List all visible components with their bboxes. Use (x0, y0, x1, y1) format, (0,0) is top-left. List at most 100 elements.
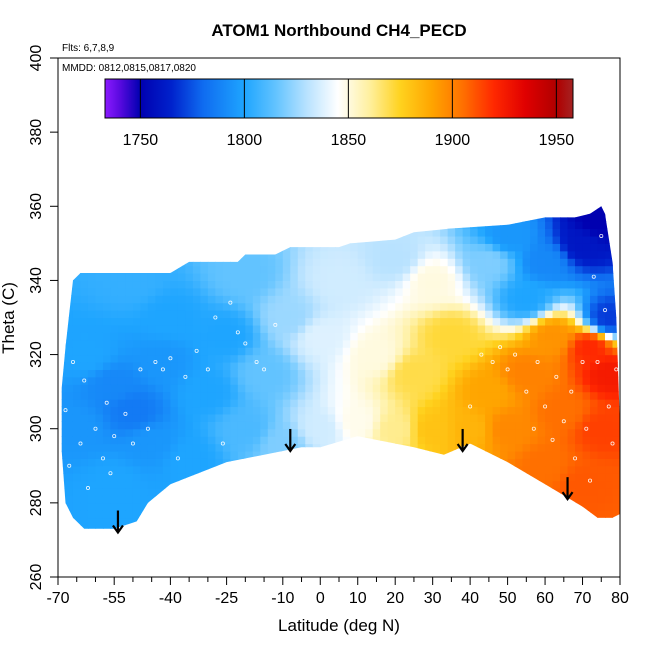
heatmap-cell (462, 421, 471, 430)
heatmap-cell (410, 243, 419, 252)
heatmap-cell (500, 228, 509, 237)
heatmap-cell (162, 361, 171, 370)
heatmap-cell (402, 361, 411, 370)
heatmap-cell (155, 517, 164, 526)
heatmap-cell (267, 458, 276, 467)
y-tick-label: 340 (28, 267, 45, 294)
heatmap-cell (402, 265, 411, 274)
heatmap-cell (365, 399, 374, 408)
heatmap-cell (155, 250, 164, 259)
heatmap-cell (372, 495, 381, 504)
heatmap-cell (102, 502, 112, 511)
heatmap-cell (297, 525, 306, 529)
heatmap-cell (567, 428, 576, 437)
heatmap-cell (440, 391, 449, 400)
heatmap-cell (582, 525, 591, 529)
heatmap-cell (102, 525, 112, 529)
heatmap-cell (290, 324, 299, 333)
heatmap-cell (320, 369, 329, 378)
heatmap-cell (462, 258, 471, 267)
heatmap-cell (447, 302, 456, 311)
heatmap-cell (538, 533, 546, 541)
heatmap-cell (387, 354, 396, 363)
sample-point (130, 441, 135, 446)
heatmap-cell (170, 295, 179, 304)
heatmap-cell (162, 273, 171, 282)
heatmap-cell (267, 287, 276, 296)
heatmap-cell (515, 458, 524, 467)
heatmap-cell (260, 339, 269, 348)
heatmap-cell (575, 310, 584, 319)
heatmap-cell (102, 384, 112, 393)
heatmap-cell (102, 517, 112, 526)
heatmap-cell (545, 243, 554, 252)
heatmap-cell (170, 235, 179, 244)
heatmap-cell (162, 421, 171, 430)
heatmap-cell (350, 450, 359, 459)
heatmap-cell (117, 302, 127, 311)
heatmap-cell (552, 384, 561, 393)
heatmap-cell (462, 250, 471, 259)
heatmap-cell (297, 243, 306, 252)
heatmap-cell (200, 517, 209, 526)
heatmap-cell (110, 488, 119, 497)
heatmap-cell (275, 235, 284, 244)
heatmap-cell (290, 206, 299, 215)
heatmap-cell (440, 280, 449, 289)
heatmap-cell (410, 287, 419, 296)
heatmap-cell (200, 436, 209, 445)
heatmap-cell (282, 324, 291, 333)
heatmap-cell (275, 221, 284, 230)
heatmap-cell (267, 273, 276, 282)
heatmap-cell (470, 480, 479, 489)
heatmap-cell (552, 206, 561, 215)
heatmap-cell (297, 421, 306, 430)
heatmap-cell (230, 347, 239, 356)
heatmap-cell (177, 295, 186, 304)
heatmap-cell (327, 480, 336, 489)
heatmap-cell (132, 339, 142, 348)
heatmap-cell (290, 265, 299, 274)
heatmap-cell (200, 324, 209, 333)
heatmap-cell (605, 473, 614, 482)
heatmap-cell (132, 502, 142, 511)
heatmap-cell (492, 391, 501, 400)
heatmap-cell (342, 399, 351, 408)
heatmap-cell (320, 228, 329, 237)
heatmap-cell (65, 421, 74, 430)
heatmap-cell (147, 510, 157, 519)
heatmap-cell (72, 347, 82, 356)
heatmap-cell (477, 250, 486, 259)
heatmap-cell (260, 332, 269, 341)
heatmap-cell (545, 473, 554, 482)
heatmap-cell (387, 339, 396, 348)
heatmap-cell (402, 213, 411, 222)
heatmap-cell (185, 384, 194, 393)
heatmap-cell (522, 450, 531, 459)
heatmap-cell (462, 354, 471, 363)
heatmap-cell (500, 384, 509, 393)
heatmap-cell (80, 384, 89, 393)
heatmap-cell (207, 302, 216, 311)
heatmap-cell (410, 332, 419, 341)
heatmap-cell (515, 525, 524, 529)
heatmap-cell (275, 443, 284, 452)
heatmap-cell (110, 361, 119, 370)
heatmap-cell (447, 287, 456, 296)
heatmap-cell (192, 413, 201, 422)
heatmap-cell (61, 235, 67, 244)
heatmap-cell (493, 533, 501, 541)
heatmap-cell (320, 428, 329, 437)
heatmap-cell (447, 206, 456, 207)
heatmap-cell (485, 533, 493, 541)
heatmap-cell (222, 413, 231, 422)
heatmap-cell (447, 265, 456, 274)
heatmap-cell (582, 399, 591, 408)
heatmap-cell (515, 391, 524, 400)
heatmap-cell (537, 324, 546, 333)
heatmap-cell (432, 458, 441, 467)
heatmap-cell (530, 243, 539, 252)
heatmap-cell (80, 273, 89, 282)
heatmap-cell (252, 287, 261, 296)
heatmap-cell (522, 399, 531, 408)
